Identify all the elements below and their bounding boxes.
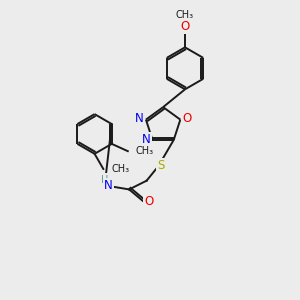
Text: N: N: [104, 179, 112, 192]
Text: CH₃: CH₃: [176, 10, 194, 20]
Text: O: O: [180, 20, 190, 33]
Text: O: O: [182, 112, 191, 125]
Text: CH₃: CH₃: [112, 164, 130, 174]
Text: O: O: [144, 195, 154, 208]
Text: S: S: [158, 159, 165, 172]
Text: H: H: [101, 175, 108, 184]
Text: CH₃: CH₃: [136, 146, 154, 156]
Text: N: N: [135, 112, 144, 125]
Text: N: N: [142, 133, 151, 146]
